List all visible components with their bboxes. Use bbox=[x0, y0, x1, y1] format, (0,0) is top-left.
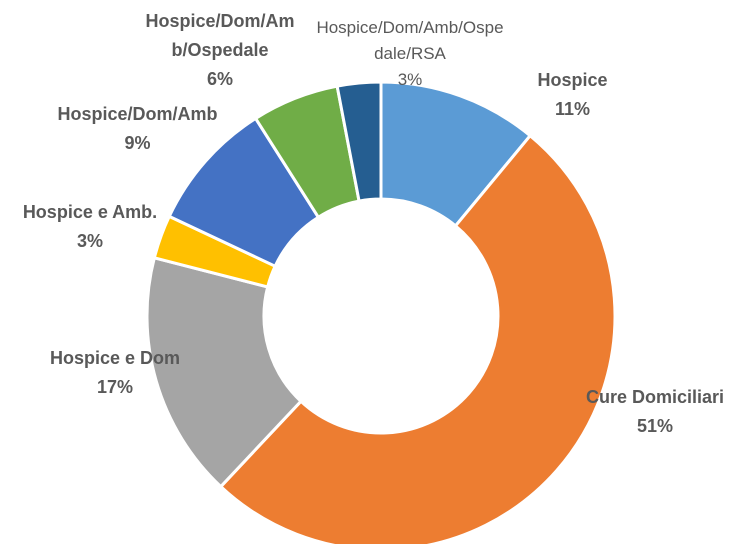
category-name: Hospice e Dom bbox=[49, 348, 181, 368]
slice-label: Cure Domiciliari 51% bbox=[570, 383, 740, 441]
slice-label: Hospice/Dom/Amb/Ospedale 6% bbox=[140, 7, 300, 94]
value-label: 11% bbox=[554, 99, 591, 119]
value-label: 17% bbox=[96, 377, 134, 397]
slice bbox=[145, 255, 304, 489]
slice-label: Hospice/Dom/Amb 9% bbox=[40, 100, 235, 158]
slice bbox=[335, 80, 383, 203]
value-label: 3% bbox=[76, 231, 103, 251]
category-name: Hospice bbox=[537, 70, 608, 90]
value-label: 3% bbox=[397, 70, 423, 89]
category-name: Hospice e Amb. bbox=[22, 202, 158, 222]
slice-label: Hospice e Dom 17% bbox=[20, 344, 210, 402]
value-label: 6% bbox=[206, 69, 233, 89]
value-label: 9% bbox=[124, 133, 151, 153]
slice-label: Hospice e Amb. 3% bbox=[10, 198, 170, 256]
slice bbox=[218, 133, 617, 544]
slice-label: Hospice 11% bbox=[515, 66, 630, 124]
slice-label: Hospice/Dom/Amb/Ospedale/RSA 3% bbox=[315, 15, 505, 93]
category-name: Cure Domiciliari bbox=[585, 387, 725, 407]
category-name: Hospice/Dom/Amb/Ospedale/RSA bbox=[316, 18, 504, 63]
category-name: Hospice/Dom/Amb/Ospedale bbox=[145, 11, 295, 60]
value-label: 51% bbox=[636, 416, 674, 436]
category-name: Hospice/Dom/Amb bbox=[57, 104, 218, 124]
